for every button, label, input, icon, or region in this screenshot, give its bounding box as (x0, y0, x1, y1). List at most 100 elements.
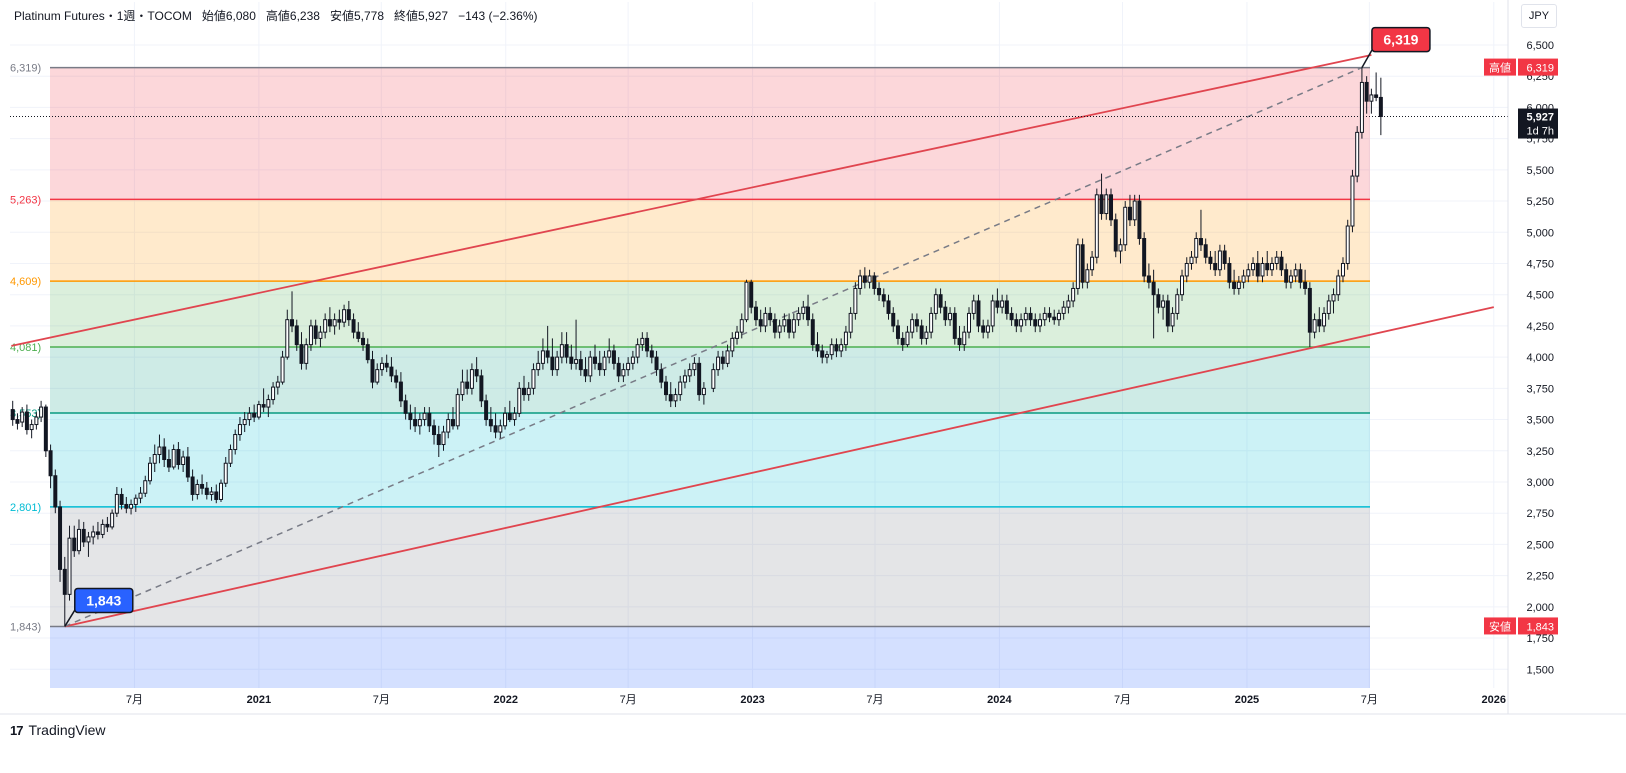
candle (176, 442, 181, 470)
currency-button[interactable]: JPY (1521, 4, 1557, 28)
candle-body (555, 356, 560, 371)
candle-body (966, 312, 971, 333)
candle (81, 521, 86, 547)
candle (1326, 294, 1331, 320)
candle-body (1303, 281, 1308, 289)
candle-body (924, 331, 929, 339)
candle (1340, 257, 1345, 283)
candle (862, 267, 867, 289)
tradingview-brand[interactable]: 17 TradingView (10, 720, 106, 740)
candle (294, 319, 299, 351)
candle-body (375, 369, 380, 383)
candle (540, 338, 545, 370)
candle (313, 319, 318, 345)
candle-body (455, 394, 460, 427)
candle (209, 486, 214, 501)
candle (607, 338, 612, 364)
candle (86, 531, 91, 557)
candle-body (711, 369, 716, 389)
time-tick-label: 2022 (493, 694, 517, 706)
candle-body (479, 375, 484, 402)
candle-body (34, 416, 39, 426)
candle (76, 519, 81, 555)
fib-band (50, 626, 1370, 688)
candle-body (1142, 238, 1147, 277)
candle-body (1184, 262, 1189, 277)
candle-body (228, 449, 233, 464)
time-tick-label: 7月 (1114, 694, 1131, 706)
candle-body (1236, 281, 1241, 289)
candle-body (720, 356, 725, 364)
candle (1170, 307, 1175, 333)
candle (1038, 313, 1043, 333)
candle-body (323, 319, 328, 333)
candle-body (1246, 269, 1251, 277)
candle-body (1033, 319, 1038, 327)
candle-body (645, 337, 650, 352)
candle-body (1222, 250, 1227, 264)
candle (820, 344, 825, 364)
candle (971, 294, 976, 320)
candle-body (640, 337, 645, 346)
candle-body (332, 319, 337, 327)
low-callout-box (74, 587, 134, 614)
candle-body (1217, 250, 1222, 271)
candle (966, 307, 971, 339)
candle (138, 486, 143, 504)
price-tick-label: 4,750 (1526, 258, 1554, 270)
fibonacci-retracement: 6,319)5,263)4,609)4,081)3,553)2,801)1,84… (10, 63, 1370, 688)
candle (1000, 294, 1005, 314)
candle (1265, 250, 1270, 276)
candle (110, 509, 115, 530)
candle-body (952, 312, 957, 339)
candle (185, 447, 190, 482)
candle-body (858, 275, 863, 289)
candle-body (881, 294, 886, 302)
time-tick-label: 7月 (126, 694, 143, 706)
candle (881, 288, 886, 308)
candle (498, 419, 503, 439)
candle-body (583, 369, 588, 377)
candle-body (1284, 269, 1289, 283)
candle (725, 344, 730, 368)
candle (839, 338, 844, 358)
fib-band (50, 281, 1370, 348)
candle-body (829, 344, 834, 356)
candle (365, 338, 370, 364)
candle-body (735, 331, 740, 339)
candle-body (621, 369, 626, 377)
candle (214, 484, 219, 504)
candle-body (607, 350, 612, 358)
candle (621, 363, 626, 383)
candle (1369, 88, 1374, 114)
candle (105, 516, 110, 532)
price-tick-label: 3,250 (1526, 446, 1554, 458)
candle-body (1056, 312, 1061, 321)
candle-body (1312, 319, 1317, 333)
candle (1184, 257, 1189, 283)
candle-body (1227, 262, 1232, 283)
candle-body (1374, 94, 1379, 98)
candle-body (1052, 316, 1057, 321)
candle-body (1118, 244, 1123, 252)
candle-body (962, 331, 967, 346)
candle (512, 407, 517, 426)
candle (1374, 72, 1379, 102)
candle (327, 307, 332, 333)
candle (739, 313, 744, 339)
candle (914, 313, 919, 333)
candle-body (152, 454, 157, 464)
candle-body (138, 492, 143, 499)
candle (1113, 213, 1118, 258)
candle-body (1004, 300, 1009, 314)
candle-body (843, 331, 848, 346)
candle-body (957, 337, 962, 346)
candle (1042, 307, 1047, 326)
candle (1232, 269, 1237, 295)
candle-body (697, 362, 702, 396)
candle-body (237, 424, 242, 436)
candle-body (853, 287, 858, 314)
candle (995, 288, 1000, 314)
candle-body (985, 325, 990, 333)
